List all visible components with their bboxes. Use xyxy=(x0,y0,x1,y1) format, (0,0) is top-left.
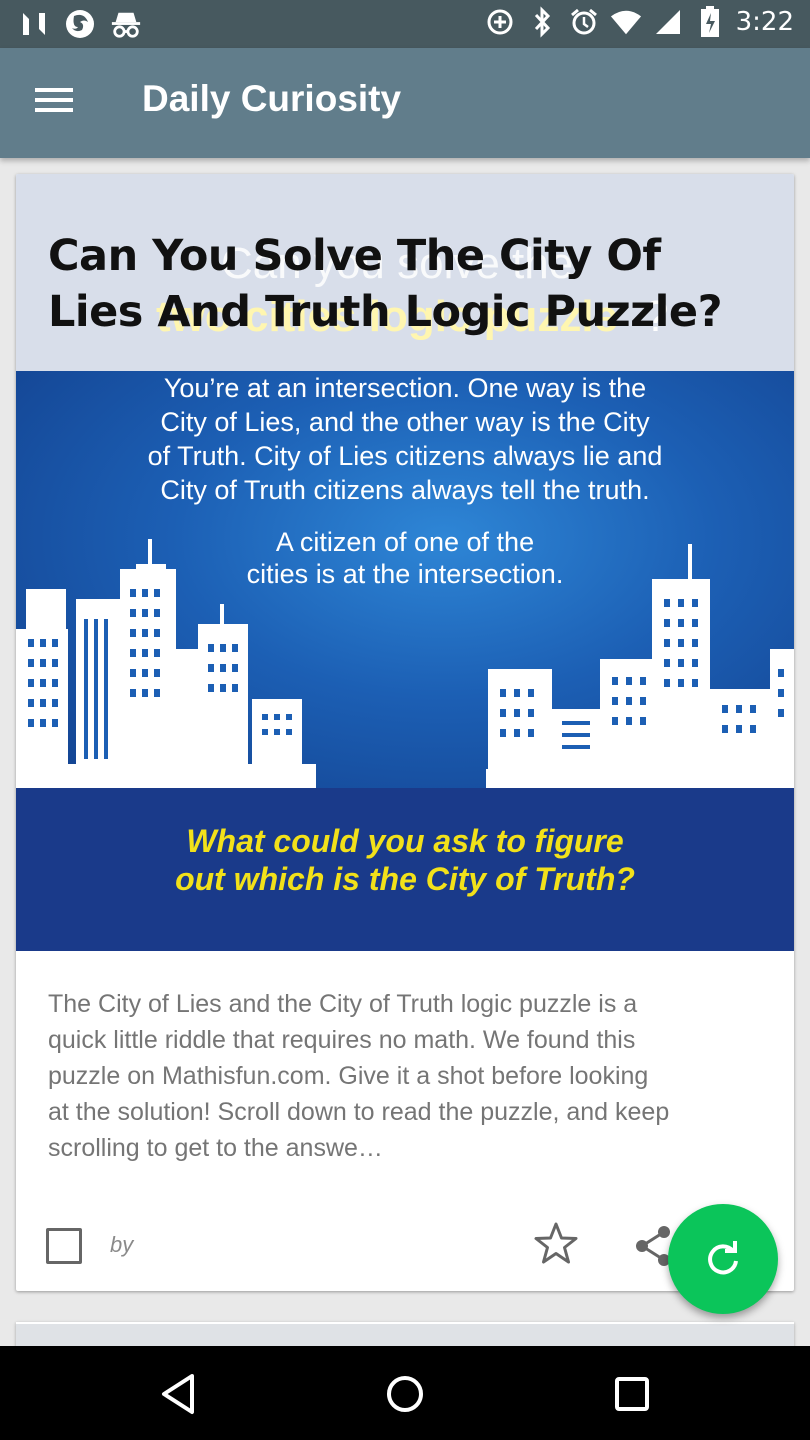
incognito-icon xyxy=(110,8,142,40)
mark-read-checkbox[interactable] xyxy=(46,1228,82,1264)
app-bar: Daily Curiosity xyxy=(0,48,810,158)
hero-intro-line: You’re at an intersection. One way is th… xyxy=(163,373,647,403)
home-icon[interactable] xyxy=(381,1370,429,1418)
article-card[interactable]: Can you solve the two cities logic puzzl… xyxy=(16,174,794,1291)
excerpt-line: quick little riddle that requires no mat… xyxy=(48,1026,636,1054)
wifi-icon xyxy=(610,6,642,38)
hero-question-band xyxy=(16,788,794,951)
app-title: Daily Curiosity xyxy=(142,78,402,119)
system-nav-bar xyxy=(0,1346,810,1440)
hero-question-line: out which is the City of Truth? xyxy=(175,861,635,897)
excerpt-line: at the solution! Scroll down to read the… xyxy=(48,1098,670,1126)
status-time: 3:22 xyxy=(735,7,794,37)
hero-citizen-line: cities is at the intersection. xyxy=(246,559,564,589)
author-label: by xyxy=(110,1232,134,1257)
card-footer: by xyxy=(16,1214,794,1274)
star-icon[interactable] xyxy=(532,1220,580,1268)
hero-header-band xyxy=(16,174,794,371)
article-excerpt[interactable]: The City of Lies and the City of Truth l… xyxy=(48,986,748,1166)
excerpt-line: The City of Lies and the City of Truth l… xyxy=(48,990,638,1018)
bluetooth-icon xyxy=(526,6,558,38)
hamburger-menu-icon[interactable] xyxy=(30,82,80,124)
n-notification-icon xyxy=(18,8,50,40)
signal-icon xyxy=(652,6,684,38)
hero-citizen-text: A citizen of one of the cities is at the… xyxy=(16,526,794,590)
hero-question-line: What could you ask to figure xyxy=(186,823,624,859)
hero-ghost-text-2: two cities logic puzzle xyxy=(156,292,619,341)
back-icon[interactable] xyxy=(154,1370,202,1418)
hero-intro-text: You’re at an intersection. One way is th… xyxy=(16,371,794,507)
share-icon[interactable] xyxy=(630,1222,678,1270)
article-title[interactable]: Can You Solve The City Of Lies And Truth… xyxy=(48,231,723,337)
recents-icon[interactable] xyxy=(608,1370,656,1418)
article-hero-image[interactable]: Can you solve the two cities logic puzzl… xyxy=(16,174,794,951)
hero-intro-line: City of Lies, and the other way is the C… xyxy=(160,407,650,437)
refresh-icon xyxy=(708,1241,738,1275)
firefox-icon xyxy=(64,8,96,40)
excerpt-line: puzzle on Mathisfun.com. Give it a shot … xyxy=(48,1062,649,1090)
refresh-fab-button[interactable] xyxy=(668,1204,778,1314)
status-bar: 3:22 xyxy=(0,0,810,48)
alarm-icon xyxy=(568,6,600,38)
hero-citizen-line: A citizen of one of the xyxy=(275,527,535,557)
hero-ghost-text-1: Can you solve the xyxy=(221,239,574,288)
hero-intro-line: of Truth. City of Lies citizens always l… xyxy=(147,441,663,471)
excerpt-line: scrolling to get to the answe… xyxy=(48,1134,383,1162)
data-saver-icon xyxy=(484,6,516,38)
hero-intro-line: City of Truth citizens always tell the t… xyxy=(160,475,650,505)
battery-icon xyxy=(694,6,726,38)
hero-question-text: What could you ask to figure out which i… xyxy=(16,822,794,898)
city-skyline-illustration xyxy=(16,539,794,791)
hero-ghost-question-mark: ? xyxy=(644,292,669,341)
